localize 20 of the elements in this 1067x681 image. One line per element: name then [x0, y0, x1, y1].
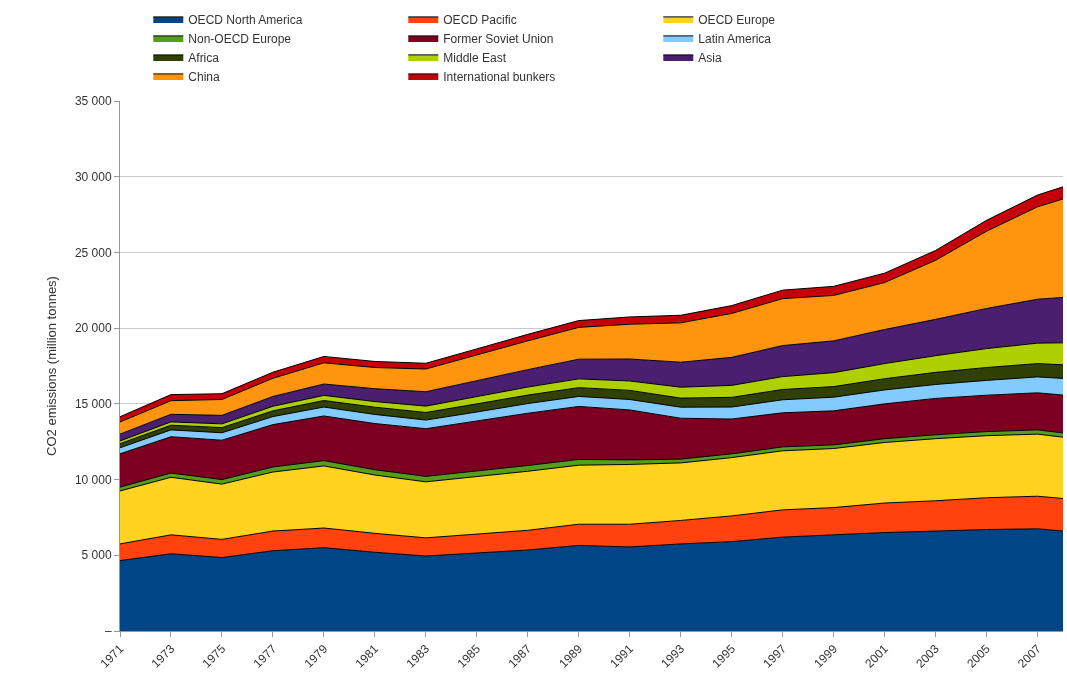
- y-axis-title: CO2 emissions (million tonnes): [43, 276, 59, 456]
- legend-label: Former Soviet Union: [443, 31, 554, 46]
- y-tick-label: 15 000: [74, 397, 112, 412]
- legend-label: OECD Pacific: [443, 12, 517, 27]
- y-tick-label: 30 000: [74, 169, 112, 184]
- legend-label: China: [188, 69, 220, 84]
- legend-label: Non-OECD Europe: [188, 31, 292, 46]
- y-tick-label: –: [104, 624, 112, 639]
- y-tick-label: 10 000: [74, 472, 112, 487]
- y-tick-label: 20 000: [74, 321, 112, 336]
- legend-label: International bunkers: [443, 69, 556, 84]
- legend-label: OECD North America: [188, 12, 303, 27]
- legend-label: Middle East: [443, 50, 507, 65]
- legend-label: Latin America: [698, 31, 772, 46]
- legend-label: OECD Europe: [698, 12, 776, 27]
- y-tick-label: 35 000: [74, 94, 112, 109]
- legend-label: Africa: [188, 50, 220, 65]
- y-tick-label: 5 000: [81, 548, 112, 563]
- y-tick-label: 25 000: [74, 245, 112, 260]
- legend-label: Asia: [698, 50, 722, 65]
